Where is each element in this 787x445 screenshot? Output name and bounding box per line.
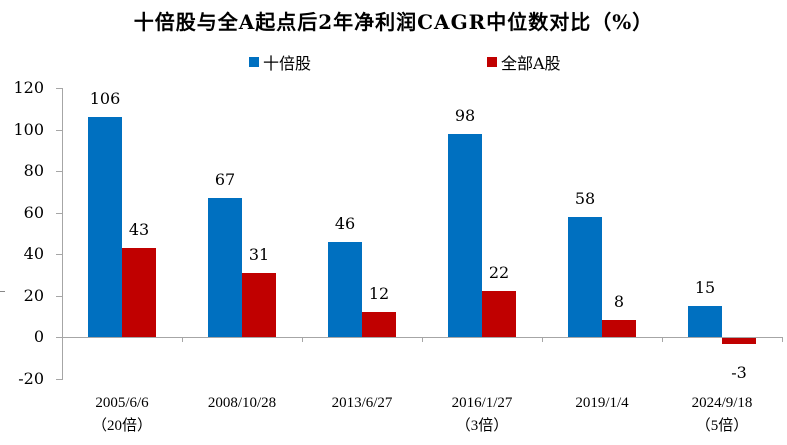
y-tick-label: 120 — [13, 78, 44, 97]
stray-tick-mark — [0, 291, 5, 292]
data-label: 58 — [574, 188, 596, 208]
x-tick — [182, 337, 183, 342]
bar-ten-bagger — [688, 305, 722, 337]
data-label: 31 — [248, 244, 270, 264]
bar-ten-bagger — [448, 133, 482, 337]
y-tick-label: 80 — [23, 161, 44, 180]
legend-label: 十倍股 — [263, 54, 312, 73]
bar-ten-bagger — [568, 216, 602, 337]
x-category-sublabel: （20倍） — [91, 418, 152, 434]
x-category-label: 2024/9/18 — [691, 395, 753, 411]
x-tick — [422, 337, 423, 342]
y-tick — [56, 171, 62, 172]
bar-ten-bagger — [328, 241, 362, 337]
chart-legend: 十倍股 全部A股 — [0, 50, 787, 74]
bar-all-a — [122, 247, 156, 337]
y-tick-label: 0 — [33, 327, 44, 346]
y-tick — [56, 129, 62, 131]
y-tick — [56, 254, 62, 255]
x-tick — [542, 337, 543, 342]
y-tick — [56, 88, 62, 89]
x-tick — [662, 337, 663, 342]
y-tick-label: -20 — [18, 368, 44, 388]
bar-ten-bagger — [88, 117, 122, 337]
y-tick-label: 100 — [13, 119, 44, 139]
y-tick — [56, 378, 62, 380]
y-tick-label: 60 — [23, 202, 44, 222]
bar-all-a — [242, 272, 276, 337]
chart-title: 十倍股与全A起点后2年净利润CAGR中位数对比（%） — [133, 10, 654, 34]
x-tick — [302, 337, 303, 342]
data-label: -3 — [731, 363, 747, 383]
data-label: 43 — [128, 219, 150, 239]
x-category-label: 2005/6/6 — [95, 395, 149, 411]
x-category-label: 2016/1/27 — [451, 395, 513, 411]
data-label: 22 — [488, 263, 510, 283]
x-category-sublabel: （5倍） — [695, 418, 749, 434]
y-tick-label: 40 — [23, 244, 44, 263]
legend-swatch-red-icon — [487, 57, 497, 67]
y-axis-line — [62, 88, 63, 380]
data-label: 8 — [613, 292, 625, 312]
data-label: 98 — [454, 105, 476, 125]
x-category-label: 2019/1/4 — [575, 395, 629, 411]
legend-swatch-blue-icon — [249, 57, 259, 67]
data-label: 15 — [694, 277, 716, 297]
legend-item-all-a: 全部A股 — [487, 50, 561, 74]
bar-all-a — [602, 320, 636, 337]
legend-item-ten-bagger: 十倍股 — [249, 50, 311, 74]
bar-all-a — [722, 338, 756, 345]
data-label: 46 — [334, 213, 356, 233]
x-category-label: 2008/10/28 — [207, 395, 277, 411]
x-axis-line — [56, 337, 782, 338]
data-label: 67 — [214, 169, 236, 189]
data-label: 12 — [368, 284, 390, 304]
x-category-sublabel: （3倍） — [455, 418, 509, 434]
y-tick — [56, 212, 62, 214]
y-tick — [56, 295, 62, 297]
data-label: 106 — [89, 89, 121, 109]
legend-label: 全部A股 — [501, 54, 561, 73]
x-tick — [782, 337, 783, 342]
bar-all-a — [362, 312, 396, 337]
y-tick-label: 20 — [23, 285, 44, 305]
bar-all-a — [482, 291, 516, 337]
x-category-label: 2013/6/27 — [331, 395, 393, 411]
bar-ten-bagger — [208, 197, 242, 337]
